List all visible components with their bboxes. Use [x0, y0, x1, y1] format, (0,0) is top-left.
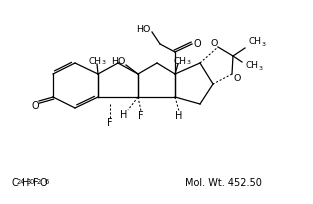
Text: 2: 2 — [37, 178, 41, 184]
Text: 3: 3 — [259, 65, 263, 70]
Text: F: F — [33, 177, 38, 187]
Text: H: H — [175, 110, 183, 120]
Text: CH: CH — [173, 57, 187, 66]
Text: 3: 3 — [187, 59, 191, 64]
Text: O: O — [31, 101, 39, 110]
Text: F: F — [138, 110, 144, 120]
Text: HO: HO — [136, 24, 150, 33]
Text: O: O — [193, 39, 201, 49]
Text: CH: CH — [249, 37, 261, 46]
Text: F: F — [107, 118, 113, 127]
Text: CH: CH — [89, 57, 101, 66]
Text: H: H — [120, 110, 128, 119]
Text: C: C — [12, 177, 19, 187]
Text: HO: HO — [111, 56, 125, 65]
Text: CH: CH — [245, 61, 259, 70]
Text: 30: 30 — [27, 178, 35, 184]
Text: O: O — [210, 38, 218, 47]
Text: 3: 3 — [102, 59, 106, 64]
Text: 3: 3 — [262, 41, 266, 46]
Text: O: O — [40, 177, 48, 187]
Text: H: H — [22, 177, 30, 187]
Text: 6: 6 — [44, 178, 49, 184]
Text: Mol. Wt. 452.50: Mol. Wt. 452.50 — [185, 177, 262, 187]
Text: 24: 24 — [16, 178, 25, 184]
Text: O: O — [233, 74, 241, 83]
